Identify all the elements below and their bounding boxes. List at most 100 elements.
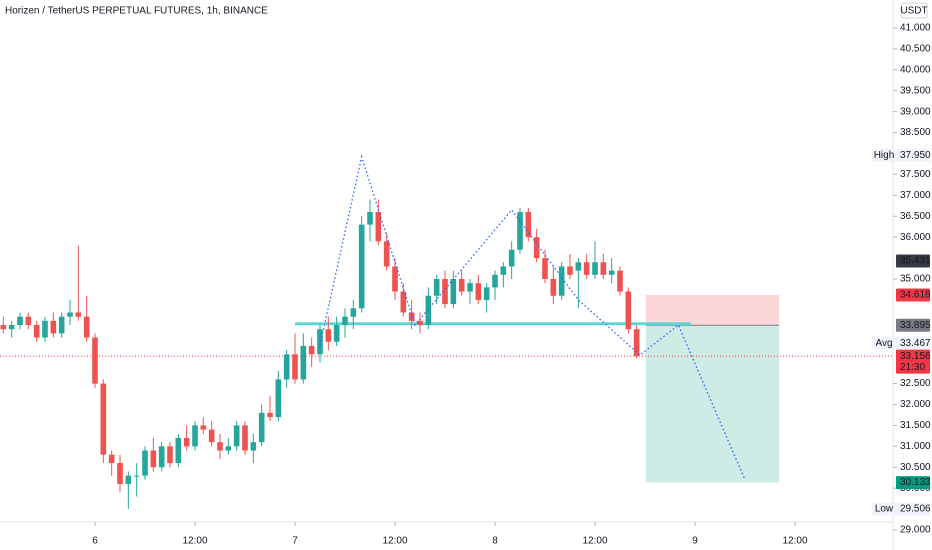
candle-body: [25, 316, 32, 326]
candle-body: [458, 279, 465, 292]
price-label: 30.133: [900, 477, 931, 488]
candle-body: [475, 283, 482, 300]
price-label-box: [896, 336, 930, 350]
candle-body: [125, 475, 132, 484]
price-tag: High: [874, 150, 895, 161]
candle-body: [350, 308, 357, 317]
candle-body: [358, 224, 365, 309]
y-tick-label: 32.000: [900, 399, 931, 410]
candle-body: [517, 212, 523, 250]
y-tick-label: 40.500: [900, 44, 931, 55]
candle-body: [567, 266, 573, 275]
y-tick-label: 30.500: [900, 462, 931, 473]
candle-body: [433, 279, 440, 296]
y-tick-label: 37.500: [900, 169, 931, 180]
candle-body: [425, 295, 432, 326]
price-tag-box: [872, 502, 896, 516]
candle-body: [533, 237, 540, 259]
price-tag: Avg: [875, 338, 892, 349]
candle-body: [275, 379, 282, 418]
candle-body: [325, 329, 332, 342]
price-label: 37.950: [900, 150, 931, 161]
candle-body: [400, 291, 407, 313]
candle-body: [267, 412, 273, 418]
y-tick-label: 36.500: [900, 211, 931, 222]
price-tag-box: [872, 336, 896, 350]
candle-body: [233, 425, 240, 447]
candle-body: [467, 283, 473, 292]
candle-body: [175, 437, 182, 464]
candle-body: [0, 325, 7, 330]
candle-body: [367, 212, 373, 225]
y-tick-label: 31.000: [900, 441, 931, 452]
x-tick-label: 7: [292, 536, 298, 547]
currency-box[interactable]: [900, 2, 928, 19]
candle-body: [608, 270, 615, 275]
x-tick-label: 8: [492, 536, 498, 547]
candle-body: [500, 266, 507, 275]
candle-body: [383, 241, 390, 267]
x-tick-label: 12:00: [182, 536, 207, 547]
candle-body: [617, 270, 623, 292]
candle-body: [542, 258, 548, 279]
candle-body: [150, 450, 157, 468]
candle-body: [300, 345, 307, 380]
candle-body: [58, 316, 65, 334]
candle-body: [558, 266, 565, 296]
candle-body: [525, 212, 532, 238]
x-tick-label: 12:00: [582, 536, 607, 547]
price-label-box: [896, 149, 930, 163]
candle-body: [375, 212, 382, 242]
candle-body: [108, 454, 115, 464]
candle-body: [258, 412, 265, 443]
candle-body: [42, 320, 48, 338]
chart-title: Horizen / TetherUS PERPETUAL FUTURES, 1h…: [5, 6, 268, 17]
x-tick-label: 6: [92, 536, 98, 547]
candle-body: [92, 337, 98, 384]
candle-body: [283, 354, 290, 380]
candle-body: [83, 316, 90, 338]
x-tick-label: 12:00: [382, 536, 407, 547]
candle-body: [217, 442, 223, 451]
candle-body: [183, 437, 190, 447]
price-countdown: 21:30: [900, 362, 925, 373]
candle-body: [167, 446, 173, 464]
price-label-box: [896, 288, 930, 302]
candle-body: [33, 325, 40, 338]
candle-body: [292, 354, 298, 380]
stop-zone: [645, 294, 780, 326]
price-label: 33.156: [900, 351, 931, 362]
price-label: 34.618: [900, 290, 931, 301]
price-label: 29.506: [900, 503, 931, 514]
candle-body: [392, 266, 398, 292]
candle-body: [333, 325, 340, 342]
currency-label[interactable]: USDT: [900, 6, 927, 17]
candle-body: [117, 463, 123, 484]
candle-body: [158, 446, 165, 468]
candle-body: [450, 279, 457, 305]
candle-body: [317, 329, 323, 355]
y-tick-label: 29.000: [900, 525, 931, 536]
y-tick-label: 31.500: [900, 420, 931, 431]
candle-body: [417, 320, 423, 326]
y-tick-label: 38.500: [900, 127, 931, 138]
candle-body: [200, 425, 207, 430]
candle-body: [250, 442, 257, 451]
candle-body: [508, 249, 515, 267]
candle-body: [442, 279, 448, 305]
price-label-box: [896, 349, 930, 374]
y-tick-label: 39.500: [900, 85, 931, 96]
candle-body: [225, 446, 232, 451]
price-tag: Low: [875, 503, 894, 514]
candle-body: [17, 316, 23, 326]
x-tick-label: 9: [692, 536, 698, 547]
candle-body: [192, 425, 198, 447]
candle-body: [633, 329, 640, 357]
y-tick-label: 32.500: [900, 378, 931, 389]
price-tag-box: [872, 149, 896, 163]
candle-body: [50, 320, 57, 334]
candle-body: [133, 475, 140, 477]
candle-body: [600, 262, 607, 275]
